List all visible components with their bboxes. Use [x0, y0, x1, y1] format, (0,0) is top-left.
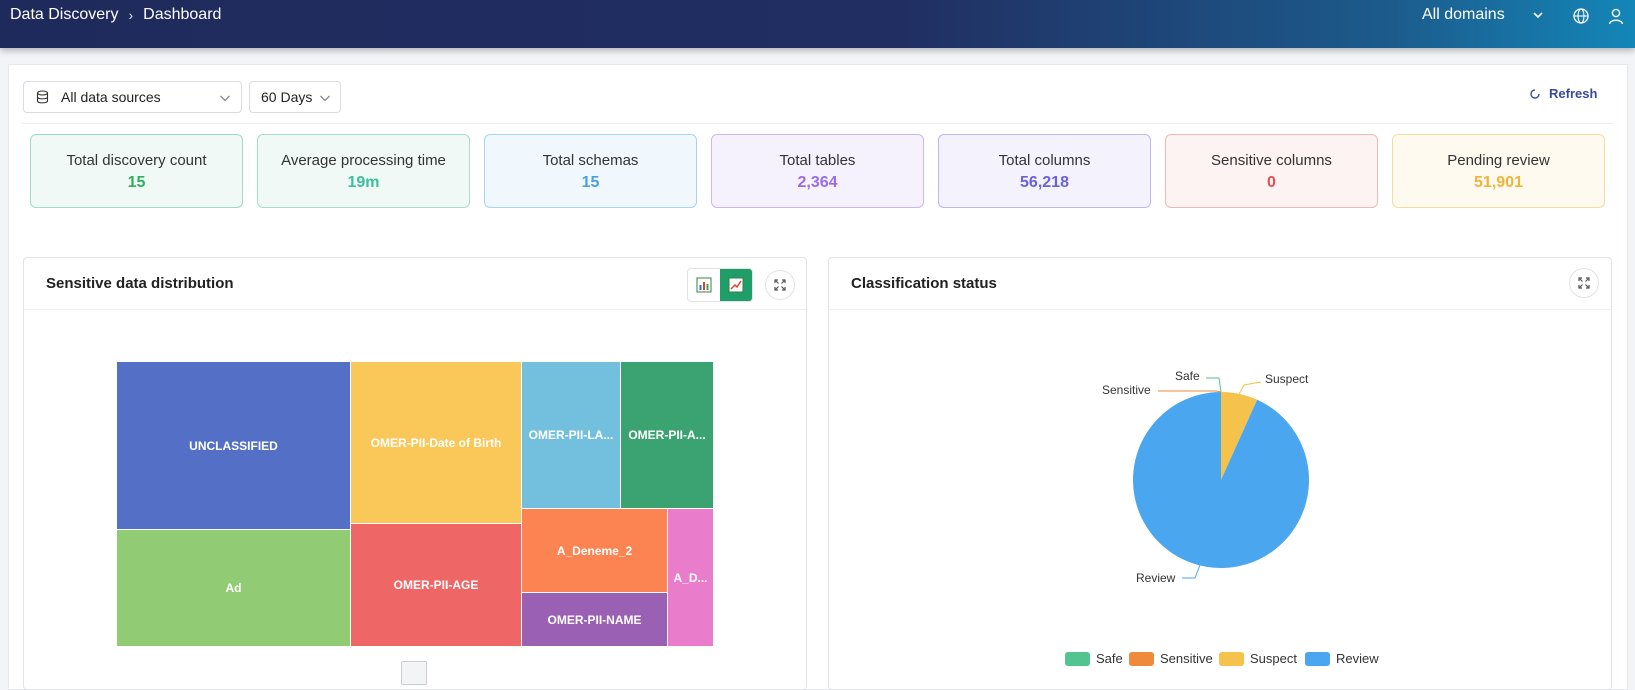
pie-label-review: Review: [1136, 571, 1176, 585]
legend-label: Suspect: [1250, 651, 1297, 666]
stat-card-total-columns: Total columns 56,218: [938, 134, 1151, 208]
legend-label: Review: [1336, 651, 1379, 666]
chevron-down-icon: [320, 95, 330, 102]
stat-label: Total discovery count: [66, 152, 207, 169]
legend-swatch: [1129, 651, 1154, 666]
expand-icon: [1578, 277, 1590, 289]
top-navigation-bar: Data Discovery › Dashboard All domains: [0, 0, 1635, 48]
breadcrumb: Data Discovery › Dashboard: [10, 6, 221, 24]
legend-label: Sensitive: [1160, 651, 1213, 666]
refresh-icon: [1530, 88, 1540, 99]
legend-item-sensitive[interactable]: Sensitive: [1129, 651, 1213, 666]
expand-button[interactable]: [1569, 268, 1599, 298]
data-source-select[interactable]: All data sources: [23, 81, 242, 113]
expand-button[interactable]: [765, 270, 795, 300]
treemap-cell[interactable]: OMER-PII-LA...: [521, 361, 621, 509]
breadcrumb-data-discovery[interactable]: Data Discovery: [10, 6, 119, 23]
user-icon[interactable]: [1607, 7, 1625, 25]
stat-label: Average processing time: [281, 152, 446, 169]
card-header: Sensitive data distribution: [24, 258, 806, 310]
period-select[interactable]: 60 Days: [249, 81, 341, 113]
treemap-cell[interactable]: A_Deneme_2: [521, 508, 668, 593]
line-chart-view-button[interactable]: [720, 269, 752, 301]
stat-value: 56,218: [1020, 174, 1069, 191]
treemap-zoom-handle[interactable]: [401, 661, 427, 685]
toolbar-divider: [22, 123, 1614, 124]
refresh-label: Refresh: [1549, 86, 1598, 101]
breadcrumb-separator: ›: [128, 7, 134, 23]
line-chart-icon: [728, 277, 744, 293]
domain-select[interactable]: All domains: [1422, 6, 1505, 23]
legend-item-review[interactable]: Review: [1305, 651, 1379, 666]
legend-item-suspect[interactable]: Suspect: [1219, 651, 1297, 666]
stat-value: 15: [127, 174, 146, 191]
card-title: Sensitive data distribution: [46, 275, 234, 292]
data-source-value: All data sources: [61, 89, 161, 105]
stat-value: 51,901: [1474, 174, 1523, 191]
bar-chart-view-button[interactable]: [688, 269, 720, 301]
card-title: Classification status: [851, 275, 997, 292]
legend-swatch: [1305, 651, 1330, 666]
breadcrumb-dashboard: Dashboard: [143, 6, 222, 23]
stat-card-discovery-count: Total discovery count 15: [30, 134, 243, 208]
treemap-cell[interactable]: OMER-PII-A...: [620, 361, 714, 509]
stat-value: 19m: [347, 174, 380, 191]
expand-icon: [774, 279, 786, 291]
chevron-down-icon: [220, 95, 230, 102]
pie-label-suspect: Suspect: [1265, 372, 1309, 386]
treemap-cell[interactable]: OMER-PII-AGE: [350, 523, 522, 647]
stat-card-total-schemas: Total schemas 15: [484, 134, 697, 208]
stat-card-processing-time: Average processing time 19m: [257, 134, 470, 208]
stat-label: Sensitive columns: [1211, 152, 1332, 169]
treemap-cell[interactable]: Ad: [116, 529, 351, 647]
stat-card-pending-review: Pending review 51,901: [1392, 134, 1605, 208]
database-icon: [36, 90, 49, 104]
stat-value: 15: [581, 174, 600, 191]
stat-label: Total schemas: [542, 152, 639, 169]
pie-label-sensitive: Sensitive: [1102, 383, 1151, 397]
treemap-cell[interactable]: OMER-PII-NAME: [521, 592, 668, 647]
stat-value: 2,364: [797, 174, 838, 191]
stat-label: Total columns: [998, 152, 1091, 169]
chart-view-toggle: [687, 268, 753, 302]
pie-label-safe: Safe: [1175, 369, 1200, 383]
chevron-down-icon[interactable]: [1532, 9, 1544, 21]
classification-status-card: Classification status: [828, 257, 1612, 690]
stat-label: Total tables: [779, 152, 856, 169]
legend-swatch: [1219, 651, 1244, 666]
treemap-cell[interactable]: UNCLASSIFIED: [116, 361, 351, 530]
stat-card-sensitive-columns: Sensitive columns 0: [1165, 134, 1378, 208]
stat-value: 0: [1267, 174, 1276, 191]
stat-label: Pending review: [1447, 152, 1550, 169]
treemap-cell[interactable]: OMER-PII-Date of Birth: [350, 361, 522, 524]
legend-item-safe[interactable]: Safe: [1065, 651, 1123, 666]
bar-chart-icon: [696, 277, 712, 293]
legend-label: Safe: [1096, 651, 1123, 666]
period-value: 60 Days: [261, 89, 313, 105]
stat-card-total-tables: Total tables 2,364: [711, 134, 924, 208]
card-header: Classification status: [829, 258, 1611, 310]
refresh-button[interactable]: Refresh: [1529, 86, 1597, 101]
treemap-cell[interactable]: A_D...: [667, 508, 714, 647]
globe-icon[interactable]: [1572, 7, 1590, 25]
legend-swatch: [1065, 651, 1090, 666]
